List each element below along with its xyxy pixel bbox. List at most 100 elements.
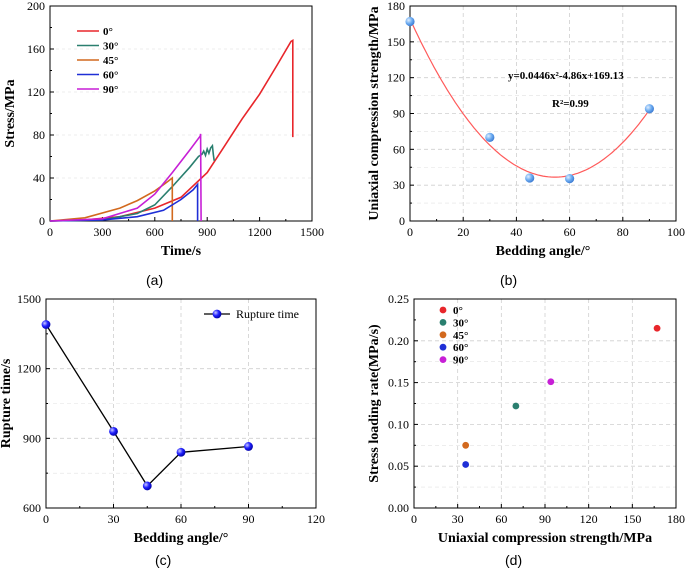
axes-frame [49, 5, 313, 222]
y-tick-label: 40 [33, 171, 45, 185]
x-tick-label: 90 [243, 512, 255, 526]
x-tick-label: 0 [411, 512, 417, 526]
legend-label-2: 45° [453, 330, 468, 342]
y-axis-label: Uniaxial compression strength/MPa [367, 6, 382, 220]
x-tick-label: 180 [667, 512, 685, 526]
series-line [45, 324, 249, 487]
data-point-1 [109, 426, 118, 436]
y-axis-label: Stress loading rate(MPa/s) [367, 324, 382, 483]
y-tick-label: 90 [393, 107, 405, 121]
legend-marker-4 [439, 356, 447, 363]
legend-marker-2 [439, 331, 447, 339]
y-tick-label: 60 [393, 142, 405, 156]
r-squared: R²=0.99 [552, 98, 589, 110]
y-tick-label: 180 [387, 0, 405, 13]
x-axis-label: Time/s [161, 244, 202, 259]
series-line-0 [49, 38, 294, 222]
y-tick-label: 0.05 [388, 459, 409, 473]
x-tick-label: 60 [175, 512, 187, 526]
x-tick-label: 20 [457, 225, 469, 239]
x-tick-label: 120 [580, 512, 598, 526]
data-point-0 [41, 320, 51, 329]
legend-label-3: 60° [453, 342, 468, 354]
data-point-2 [142, 481, 152, 491]
x-tick-label: 0 [43, 512, 49, 526]
data-point-2 [462, 441, 470, 449]
x-tick-label: 90 [539, 512, 551, 526]
data-point-3 [462, 461, 470, 468]
legend-marker-3 [439, 343, 447, 351]
x-tick-label: 0 [47, 225, 53, 239]
legend-label-4: 90° [103, 84, 118, 96]
data-point-4 [547, 378, 555, 386]
data-point-1 [485, 132, 495, 142]
data-point-0 [405, 16, 415, 27]
y-axis-label: Rupture time/s [0, 358, 14, 448]
x-axis-label: Bedding angle/° [134, 531, 229, 546]
y-tick-label: 900 [23, 431, 41, 445]
legend-label-1: 30° [103, 41, 118, 53]
legend-label-1: 30° [453, 317, 468, 329]
y-tick-label: 80 [33, 128, 45, 142]
chart-a: 0 300 600 900 1200 1500 0 40 80 120 160 200 Time/s St… [3, 0, 324, 259]
x-tick-label: 120 [307, 512, 325, 526]
y-tick-label: 600 [23, 501, 41, 515]
data-point-1 [512, 402, 520, 410]
y-tick-label: 0.15 [388, 376, 409, 390]
x-tick-label: 0 [407, 225, 413, 239]
data-point-3 [176, 447, 186, 457]
y-tick-label: 30 [393, 178, 405, 192]
legend-label: Rupture time [236, 307, 299, 321]
y-tick-label: 120 [387, 71, 405, 85]
x-tick-label: 80 [617, 225, 629, 239]
y-tick-label: 1200 [17, 362, 41, 376]
legend-marker-0 [439, 306, 447, 314]
x-tick-label: 60 [495, 512, 507, 526]
data-point-0 [653, 324, 661, 332]
panel-label-a: (a) [146, 272, 164, 288]
data-point-4 [644, 104, 655, 114]
x-tick-label: 300 [93, 225, 111, 239]
chart-b: 0 20 40 60 80 100 0 30 60 90 120 150 180 Bedding angl… [367, 0, 685, 259]
y-tick-label: 160 [27, 42, 45, 56]
y-tick-label: 0.10 [388, 417, 409, 431]
y-tick-label: 150 [387, 35, 405, 49]
y-tick-label: 0.00 [388, 501, 409, 515]
panel-label-b: (b) [500, 272, 518, 288]
fit-curve [409, 18, 650, 178]
panel-label-d: (d) [505, 552, 523, 568]
y-tick-label: 0.25 [388, 292, 409, 306]
y-tick-label: 0 [399, 214, 405, 228]
legend-marker [212, 309, 222, 319]
legend-label-2: 45° [103, 55, 118, 67]
y-axis-label: Stress/MPa [3, 79, 18, 147]
panel-label-c: (c) [155, 552, 172, 568]
chart-c: 0 30 60 90 120 600 900 1200 1500 Bedding angle/° R… [0, 292, 325, 546]
x-tick-label: 60 [564, 225, 576, 239]
series-line-4 [49, 133, 202, 222]
fit-equation: y=0.0446x²-4.86x+169.13 [508, 70, 624, 82]
data-point-3 [565, 173, 575, 184]
legend-marker-1 [439, 319, 447, 326]
x-axis-label: Uniaxial compression strength/MPa [438, 531, 652, 546]
x-tick-label: 30 [452, 512, 464, 526]
x-tick-label: 1500 [300, 225, 324, 239]
chart-d: 0 30 60 90 120 150 180 0.00 0.05 0.10 0.15 0.20 0.25… [367, 292, 685, 546]
legend-label-0: 0° [103, 26, 113, 38]
x-tick-label: 150 [623, 512, 641, 526]
legend-label-3: 60° [103, 70, 118, 82]
x-tick-label: 900 [198, 225, 216, 239]
x-tick-label: 1200 [248, 225, 272, 239]
data-point-4 [244, 442, 253, 451]
series-line-2 [49, 176, 174, 222]
y-tick-label: 0 [39, 214, 45, 228]
y-tick-label: 0.20 [388, 334, 409, 348]
y-tick-label: 1500 [17, 292, 41, 306]
x-tick-label: 100 [667, 225, 685, 239]
series-line-1 [49, 143, 215, 222]
legend-label-0: 0° [453, 305, 463, 317]
x-axis-label: Bedding angle/° [496, 244, 591, 259]
y-tick-label: 200 [27, 0, 45, 13]
legend-label-4: 90° [453, 355, 468, 367]
